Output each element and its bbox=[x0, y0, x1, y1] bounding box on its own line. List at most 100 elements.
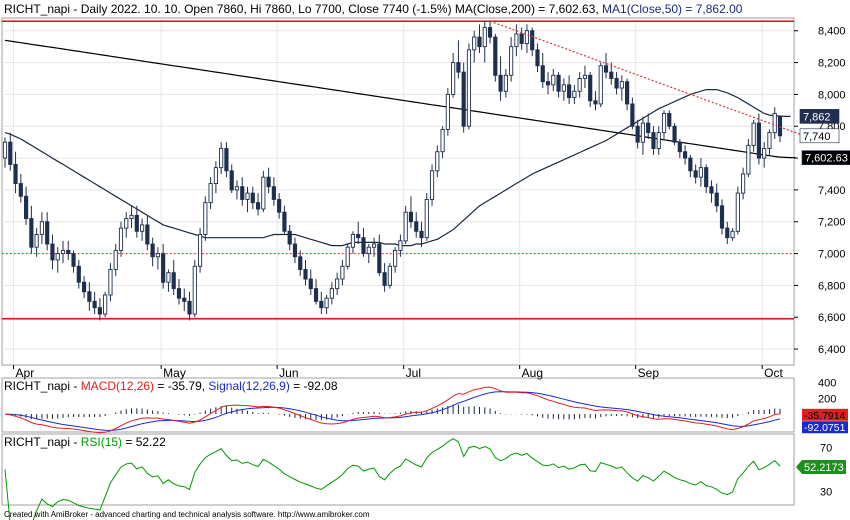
candle-body bbox=[683, 151, 688, 159]
candle-body bbox=[171, 272, 176, 290]
candle-body bbox=[303, 269, 308, 280]
rsi-y-tick-label: 70 bbox=[820, 442, 832, 454]
candle-body bbox=[461, 71, 466, 127]
value-label-text: 7,862 bbox=[803, 111, 831, 123]
candle-body bbox=[192, 265, 197, 315]
candle-body bbox=[577, 78, 582, 92]
candle-body bbox=[725, 227, 730, 239]
candle-body bbox=[719, 205, 725, 229]
candle-body bbox=[556, 74, 561, 92]
macd-value-text: -35.7914 bbox=[804, 410, 846, 422]
candle-body bbox=[693, 170, 698, 178]
candle-body bbox=[66, 249, 71, 255]
candle-body bbox=[777, 116, 783, 137]
candle-body bbox=[361, 237, 366, 255]
candle-body bbox=[456, 62, 461, 73]
rsi-frame bbox=[1, 433, 795, 506]
candle-body bbox=[87, 291, 92, 302]
value-label-box bbox=[799, 109, 840, 124]
candle-body bbox=[530, 30, 535, 51]
candle-body bbox=[730, 230, 735, 239]
candle-body bbox=[387, 265, 392, 286]
ma50-header-text: MA1(Close,50) = 7,862.00 bbox=[602, 2, 743, 16]
candle-body bbox=[630, 103, 635, 127]
candle-body bbox=[18, 183, 23, 197]
candle-body bbox=[340, 265, 345, 280]
candle-body bbox=[704, 167, 709, 188]
rsi-header-value: = 52.22 bbox=[122, 435, 166, 449]
candle-body bbox=[166, 272, 171, 283]
signal-line bbox=[4, 391, 781, 431]
candle-body bbox=[292, 243, 298, 258]
y-tick-label: 6,800 bbox=[818, 280, 846, 292]
price-frame bbox=[1, 17, 795, 366]
candle-body bbox=[598, 65, 603, 105]
y-tick-label: 8,400 bbox=[818, 26, 846, 38]
y-tick-label: 8,000 bbox=[818, 89, 846, 101]
candle-body bbox=[219, 148, 224, 169]
candle-body bbox=[134, 214, 139, 232]
x-tick-label: Oct bbox=[764, 366, 783, 380]
candle-body bbox=[55, 253, 60, 261]
candle-body bbox=[113, 249, 118, 270]
candle-body bbox=[250, 192, 255, 204]
y-tick-label: 7,400 bbox=[818, 185, 846, 197]
candle-body bbox=[319, 300, 324, 309]
candle-body bbox=[487, 27, 493, 38]
candle-body bbox=[735, 192, 740, 232]
candle-body bbox=[245, 192, 250, 200]
candle-body bbox=[593, 100, 598, 105]
candle-body bbox=[45, 221, 50, 245]
candle-body bbox=[561, 84, 566, 92]
price-pane[interactable] bbox=[2, 20, 810, 321]
candle-body bbox=[751, 122, 756, 146]
candle-body bbox=[213, 167, 218, 184]
macd-value-text: -92.0751 bbox=[804, 422, 846, 434]
candle-body bbox=[477, 36, 482, 48]
macd-y-tick-label: 400 bbox=[818, 378, 836, 390]
candle-body bbox=[625, 81, 630, 105]
candle-body bbox=[224, 148, 229, 172]
candle-body bbox=[646, 122, 651, 134]
candle-body bbox=[403, 211, 408, 242]
candle-body bbox=[609, 71, 614, 79]
candle-body bbox=[371, 243, 377, 248]
signal-header-label: Signal(12,26,9) bbox=[208, 379, 290, 393]
price-header: RICHT_napi - Daily 2022. 10. 10. Open 78… bbox=[4, 2, 742, 16]
candle-body bbox=[503, 74, 508, 92]
x-tick-label: May bbox=[163, 366, 186, 380]
candle-body bbox=[161, 253, 166, 283]
macd-header-value: = -35.79, bbox=[154, 379, 209, 393]
candle-body bbox=[667, 113, 672, 127]
macd-header-label: MACD(12,26) bbox=[80, 379, 155, 393]
candle-body bbox=[545, 81, 551, 86]
candle-body bbox=[155, 253, 160, 258]
candle-body bbox=[688, 157, 693, 172]
macd-value-box bbox=[802, 421, 848, 434]
candle-body bbox=[145, 224, 150, 245]
rsi-pane[interactable] bbox=[4, 438, 781, 520]
candle-body bbox=[271, 186, 276, 200]
candle-body bbox=[298, 256, 303, 270]
candle-body bbox=[651, 132, 656, 149]
macd-frame bbox=[1, 377, 795, 433]
candle-body bbox=[603, 65, 609, 73]
candle-body bbox=[619, 81, 624, 89]
candle-body bbox=[714, 192, 719, 207]
candle-body bbox=[767, 132, 772, 149]
value-label-text: 7,740 bbox=[803, 131, 831, 143]
candle-body bbox=[335, 278, 340, 290]
y-tick-label: 8,200 bbox=[818, 58, 846, 70]
candle-body bbox=[493, 36, 498, 76]
x-tick-label: Aug bbox=[522, 366, 543, 380]
candle-body bbox=[440, 128, 445, 153]
macd-pane[interactable] bbox=[4, 386, 781, 434]
rsi-value-box bbox=[796, 460, 846, 475]
candle-body bbox=[524, 30, 530, 44]
macd-header-prefix: RICHT_napi - bbox=[4, 379, 81, 393]
candle-body bbox=[445, 93, 450, 130]
candle-body bbox=[34, 234, 39, 248]
candle-body bbox=[97, 307, 102, 315]
candle-body bbox=[582, 74, 588, 79]
macd-y-tick-label: 200 bbox=[818, 393, 836, 405]
